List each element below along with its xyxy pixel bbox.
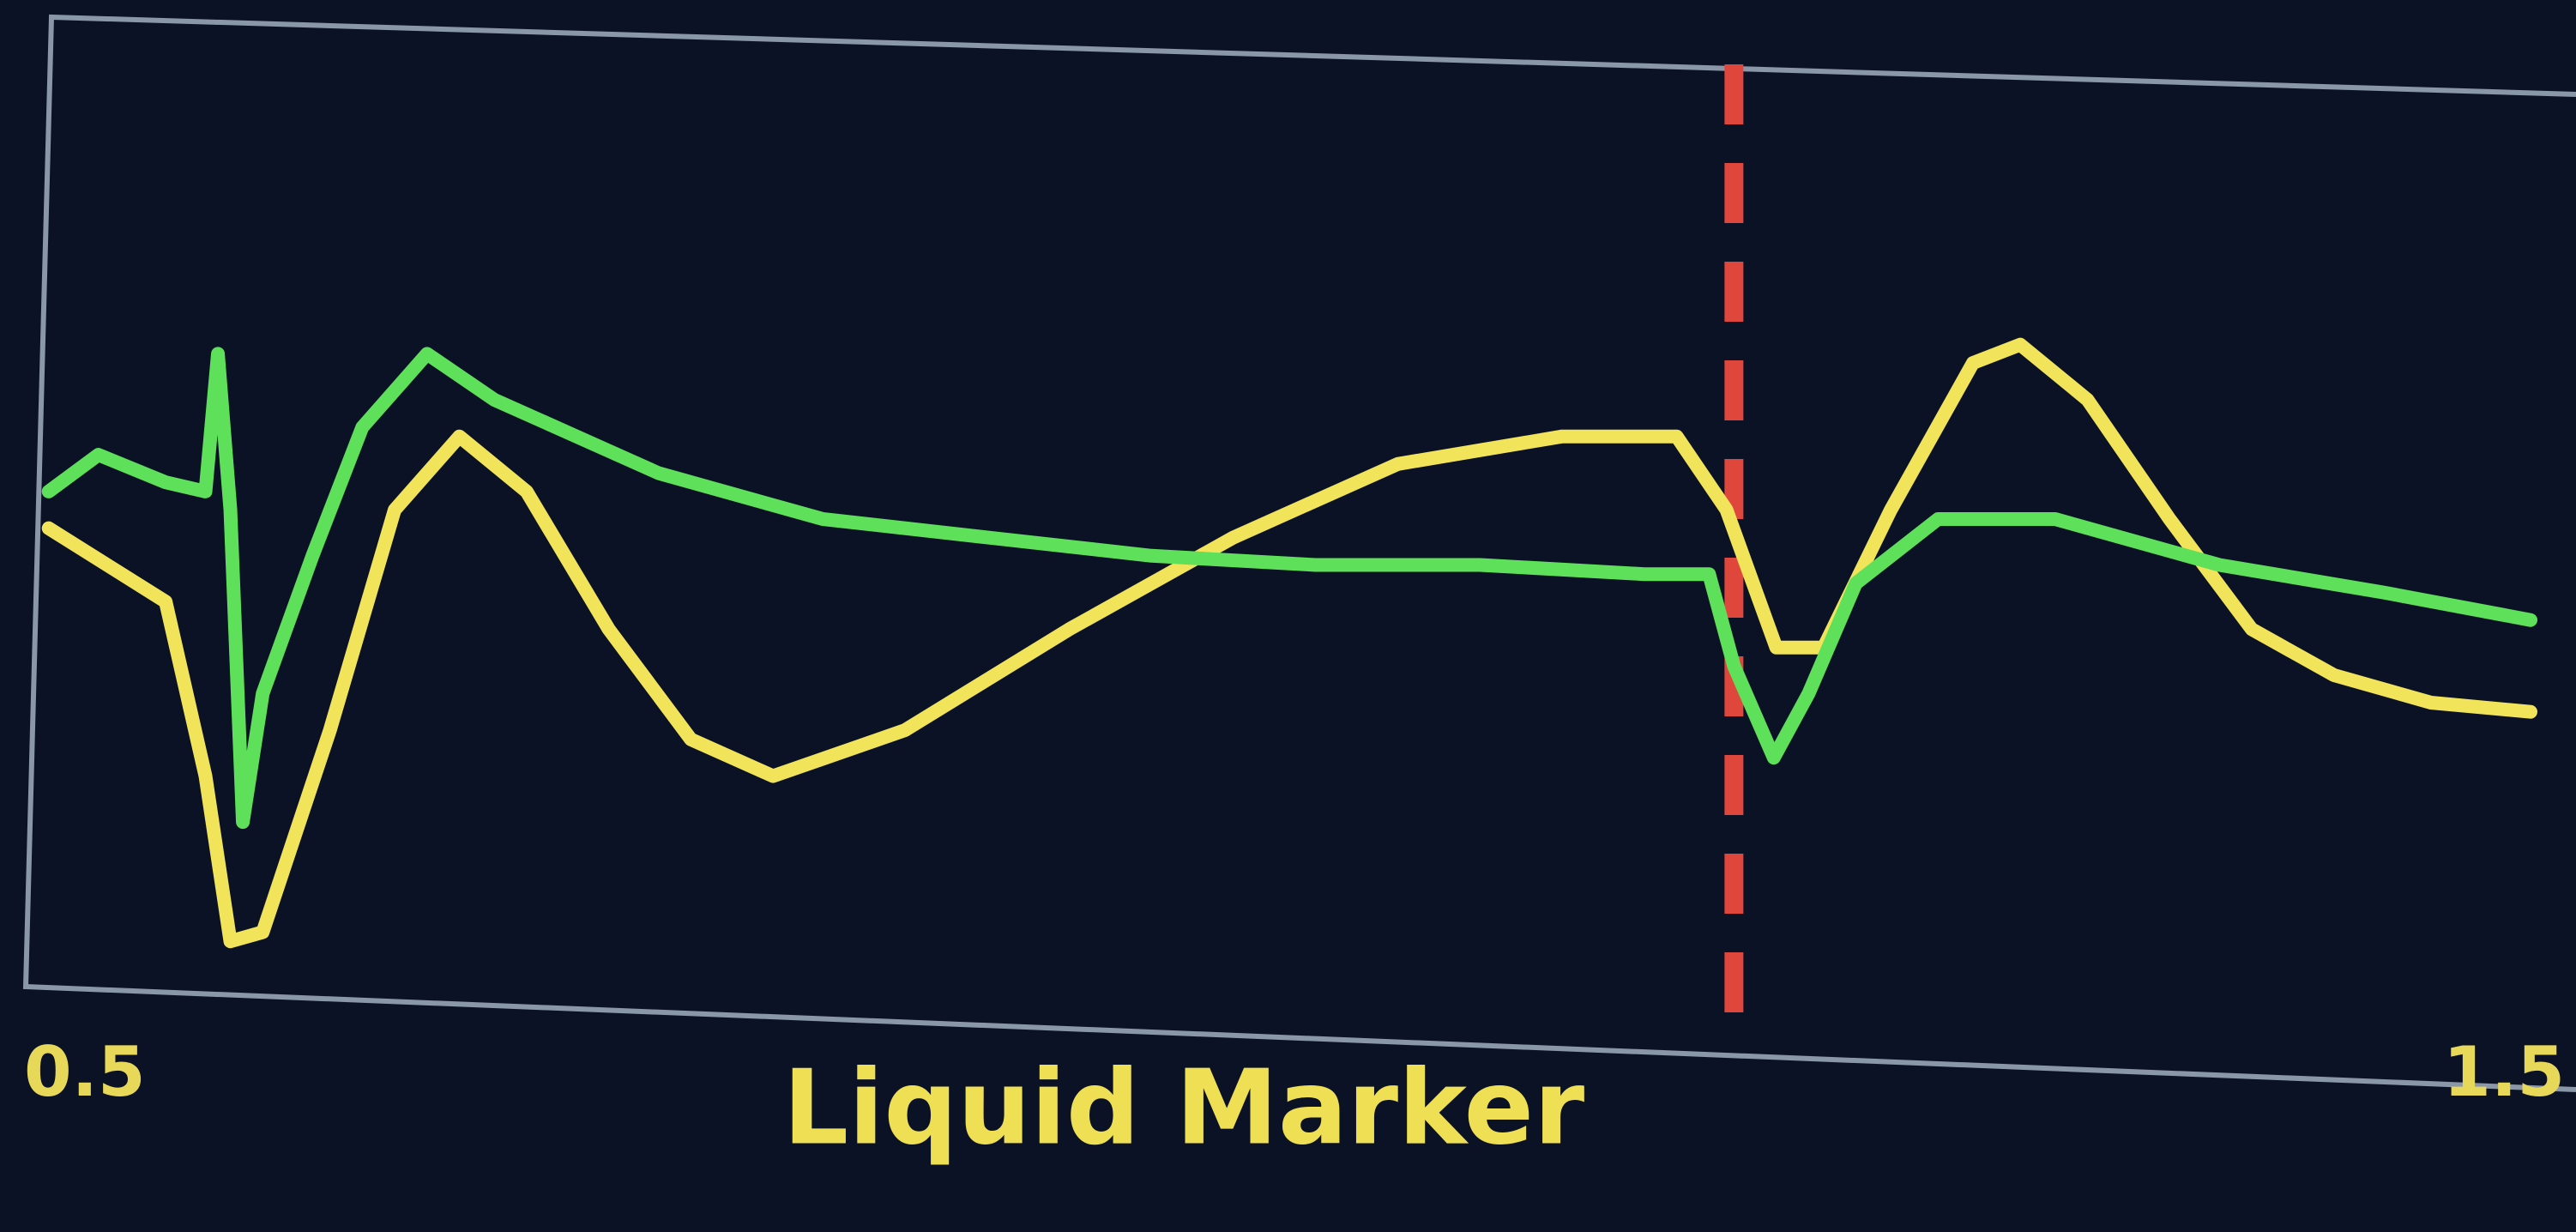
- background: [0, 0, 2576, 1232]
- x-tick-label: 0.5: [24, 1032, 146, 1112]
- x-tick-label: 1.5: [2443, 1032, 2565, 1112]
- marker-label: Liquid Marker: [783, 1049, 1584, 1169]
- chart: 0.5 1.5 Liquid Marker: [0, 0, 2576, 1232]
- page: {"chart_data": { "type": "line", "xlim":…: [0, 0, 2576, 1232]
